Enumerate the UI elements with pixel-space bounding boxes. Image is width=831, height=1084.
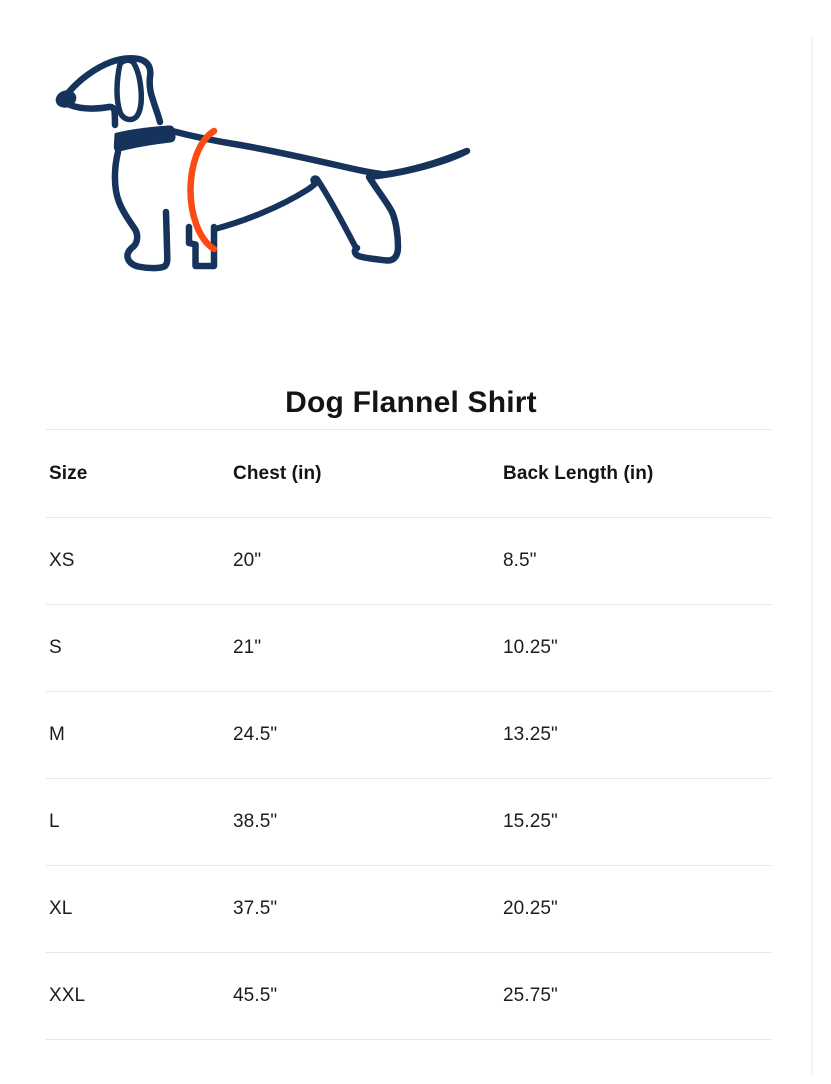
chest-measure-line (187, 127, 218, 253)
dog-belly-line (212, 180, 319, 232)
table-row: XL 37.5" 20.25" (46, 866, 772, 953)
dog-haunch-line (310, 175, 359, 251)
dog-chest-front-leg (111, 148, 171, 272)
cell-size: S (49, 637, 62, 658)
header-row: Size Chest (in) Back Length (in) (46, 430, 772, 518)
table-row: XS 20" 8.5" (46, 518, 772, 605)
dog-jaw-outline (66, 101, 119, 129)
scrollbar-track[interactable] (811, 38, 813, 1075)
column-header-back-length: Back Length (in) (503, 462, 654, 484)
cell-chest-in: 38.5" (233, 811, 278, 832)
cell-size: L (49, 811, 60, 832)
cell-back-length-in: 8.5" (503, 550, 537, 571)
table-row: M 24.5" 13.25" (46, 692, 772, 779)
cell-chest-in: 37.5" (233, 898, 278, 919)
dog-head-outline (65, 55, 164, 126)
size-chart-body: XS 20" 8.5" S 21" 10.25" M 24.5" 13.25" L 38.5" 15.… (46, 518, 772, 1040)
cell-size: XXL (49, 985, 86, 1006)
cell-back-length-in: 13.25" (503, 724, 558, 745)
page-title: Dog Flannel Shirt (285, 386, 537, 420)
dog-far-front-leg (185, 223, 218, 270)
cell-back-length-in: 15.25" (503, 811, 558, 832)
cell-size: XS (49, 550, 75, 571)
cell-back-length-in: 10.25" (503, 637, 558, 658)
cell-chest-in: 45.5" (233, 985, 278, 1006)
cell-chest-in: 24.5" (233, 724, 278, 745)
dog-back-tail-outline (168, 127, 471, 264)
cell-back-length-in: 20.25" (503, 898, 558, 919)
cell-size: M (49, 724, 65, 745)
dog-collar (113, 125, 176, 152)
table-row: L 38.5" 15.25" (46, 779, 772, 866)
column-header-size: Size (49, 462, 88, 484)
table-row: S 21" 10.25" (46, 605, 772, 692)
dog-nose (55, 90, 77, 108)
cell-back-length-in: 25.75" (503, 985, 558, 1006)
dog-ear (114, 57, 145, 123)
size-chart-table: Size Chest (in) Back Length (in) XS 20" 8.… (46, 429, 772, 1040)
cell-chest-in: 21" (233, 637, 262, 658)
cell-size: XL (49, 898, 73, 919)
cell-chest-in: 20" (233, 550, 262, 571)
table-row: XXL 45.5" 25.75" (46, 953, 772, 1040)
dog-measurement-illustration (55, 55, 471, 272)
column-header-chest: Chest (in) (233, 462, 322, 484)
